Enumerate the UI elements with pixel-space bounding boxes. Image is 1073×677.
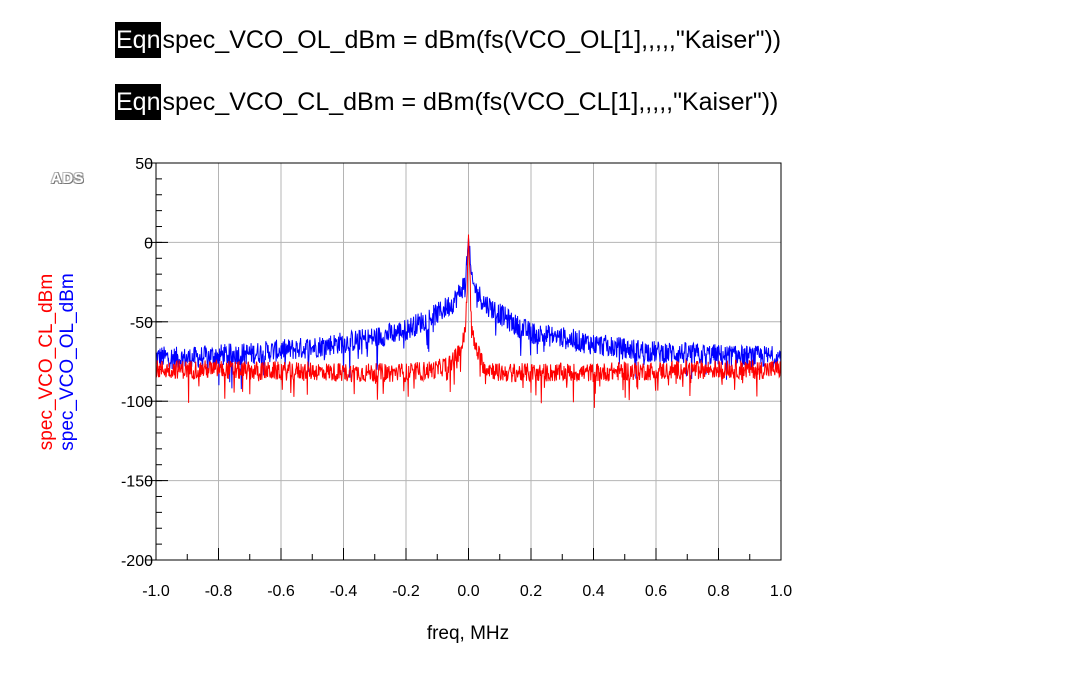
- y-tick-label: 0: [144, 235, 153, 252]
- x-tick-labels: -1.0 -0.8 -0.6 -0.4 -0.2 0.0 0.2 0.4 0.6 0.8 1.0: [142, 583, 792, 600]
- x-tick-label: -0.2: [392, 583, 420, 600]
- x-tick-label: 0.8: [707, 583, 729, 600]
- series-layer: [156, 234, 781, 408]
- eqn-tag[interactable]: Eqn: [115, 22, 162, 58]
- y-axis-label-ol: spec_VCO_OL_dBm: [57, 273, 78, 450]
- ads-logo: ADS: [51, 170, 85, 187]
- x-tick-label: 0.2: [520, 583, 542, 600]
- y-tick-label: -150: [121, 474, 153, 491]
- y-tick-label: 50: [135, 156, 153, 173]
- x-axis-label: freq, MHz: [427, 623, 509, 644]
- x-tick-label: 0.0: [457, 583, 479, 600]
- x-tick-label: 0.4: [582, 583, 604, 600]
- x-tick-label: -0.4: [330, 583, 358, 600]
- y-axis-label-cl: spec_VCO_CL_dBm: [36, 274, 57, 450]
- eqn-tag[interactable]: Eqn: [115, 84, 162, 120]
- series-line-cl: [156, 234, 781, 408]
- x-tick-label: -1.0: [142, 583, 170, 600]
- x-tick-label: 0.6: [645, 583, 667, 600]
- equation-cl-text: spec_VCO_CL_dBm = dBm(fs(VCO_CL[1],,,,,"…: [162, 87, 779, 116]
- equation-ol-text: spec_VCO_OL_dBm = dBm(fs(VCO_OL[1],,,,,"…: [162, 25, 782, 54]
- equation-ol: Eqn spec_VCO_OL_dBm = dBm(fs(VCO_OL[1],,,…: [115, 22, 781, 58]
- y-tick-labels: 50 0 -50 -100 -150 -200: [121, 156, 156, 570]
- y-tick-label: -50: [130, 315, 153, 332]
- y-tick-label: -200: [121, 553, 153, 570]
- plot-frame: [155, 162, 782, 561]
- x-tick-label: 1.0: [770, 583, 792, 600]
- plot-grid: [156, 163, 781, 560]
- x-tick-label: -0.6: [267, 583, 295, 600]
- equation-cl: Eqn spec_VCO_CL_dBm = dBm(fs(VCO_CL[1],,,…: [115, 84, 778, 120]
- x-tick-label: -0.8: [205, 583, 233, 600]
- y-tick-label: -100: [121, 394, 153, 411]
